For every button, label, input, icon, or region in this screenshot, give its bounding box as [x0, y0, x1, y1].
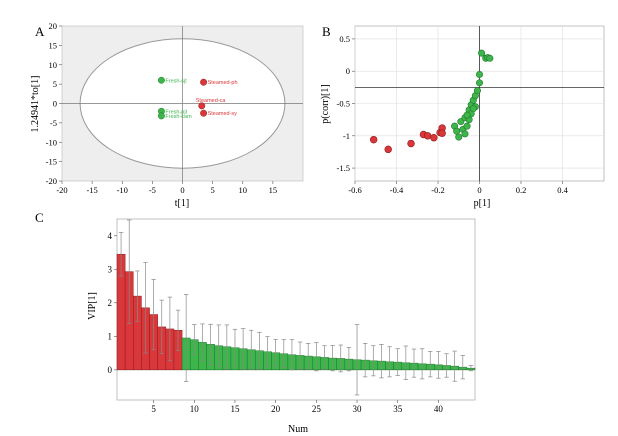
score-point-label: Fresh-pjt [165, 109, 187, 115]
y-tick-label: 0 [108, 365, 113, 375]
x-tick-label: -15 [86, 185, 97, 195]
loading-point-green [475, 70, 483, 78]
score-point [200, 78, 208, 86]
y-tick-label: -0.5 [337, 99, 350, 109]
loading-point-green [478, 49, 486, 57]
y-tick-label: -5 [50, 118, 57, 128]
y-tick-label: 0 [53, 99, 57, 109]
loading-point-green [486, 54, 494, 62]
y-tick-label: 10 [49, 60, 58, 70]
score-point-label: Fresh-sjt [165, 78, 187, 84]
y-tick-label: -10 [46, 137, 57, 147]
panel-b-x-axis-label: p[1] [474, 198, 491, 209]
panel-b-letter: B [322, 24, 331, 39]
panel-c-letter: C [35, 210, 44, 225]
x-tick-label: 35 [393, 404, 403, 414]
x-tick-label: -0.4 [390, 185, 404, 195]
x-tick-label: 5 [151, 404, 156, 414]
score-point [157, 76, 165, 84]
loading-point-green [461, 130, 469, 138]
y-tick-label: 4 [108, 231, 113, 241]
score-point-label: Fresh-cam [165, 114, 192, 120]
x-tick-label: 30 [353, 404, 363, 414]
x-tick-label: -10 [117, 185, 128, 195]
x-tick-label: 10 [190, 404, 200, 414]
loading-point-green [463, 111, 471, 119]
panel-a-x-axis-label: t[1] [175, 198, 189, 209]
y-tick-label: 3 [108, 264, 113, 274]
x-tick-label: 40 [434, 404, 444, 414]
y-tick-label: 15 [49, 40, 58, 50]
x-tick-label: 0.4 [557, 185, 568, 195]
y-tick-label: 2 [108, 298, 113, 308]
y-tick-label: 20 [49, 21, 58, 31]
y-tick-label: 1 [108, 331, 113, 341]
x-tick-label: -0.6 [348, 185, 361, 195]
y-tick-label: 0.5 [339, 34, 350, 44]
loading-point-green [473, 87, 481, 95]
loading-point-green [455, 133, 463, 141]
panel-b-loading-plot: -0.6 -0.4 -0.2 0 0.2 0.4 0.5 0 -0.5 -1 -1.5 p[1] p… [320, 25, 605, 209]
loading-point-green [463, 122, 471, 130]
loading-point-red [423, 132, 432, 140]
loading-point-red [430, 134, 438, 142]
score-point-label: Steamed-ph [208, 80, 238, 86]
y-tick-label: 0 [346, 66, 350, 76]
loading-point-green [453, 127, 461, 135]
score-point [200, 109, 208, 117]
x-tick-label: -5 [149, 185, 156, 195]
y-tick-label: -1.5 [337, 163, 350, 173]
score-point [157, 112, 165, 120]
loading-point-red [438, 129, 446, 137]
loading-point-green [469, 105, 477, 113]
loading-point-red [407, 139, 415, 148]
score-point [198, 102, 206, 110]
loading-point-red [384, 145, 392, 154]
x-tick-label: -0.2 [431, 185, 444, 195]
x-tick-label: 10 [239, 185, 248, 195]
panel-a-y-axis-label: 1.24941*to[1] [30, 76, 41, 133]
score-point-label: Steamed-ca [196, 98, 227, 104]
panel-c-plot-area [116, 218, 476, 401]
x-tick-label: -20 [56, 185, 67, 195]
x-tick-label: 0.2 [516, 185, 527, 195]
loading-point-green [475, 79, 483, 87]
y-tick-label: -1 [343, 131, 350, 141]
x-tick-label: 0 [180, 185, 184, 195]
score-point-label: Steamed-sy [208, 111, 238, 117]
x-tick-label: 0 [477, 185, 481, 195]
x-tick-label: 15 [269, 185, 278, 195]
y-tick-label: 5 [53, 79, 57, 89]
panel-c-vip-chart: 5 10 15 20 25 30 35 40 0 1 2 3 4 Num VIP[1] [87, 218, 476, 435]
panel-a-letter: A [35, 24, 45, 39]
y-tick-label: -20 [46, 176, 57, 186]
x-tick-label: 25 [312, 404, 322, 414]
x-tick-label: 20 [271, 404, 281, 414]
panel-c-x-axis-label: Num [288, 424, 308, 435]
y-tick-label: -15 [46, 157, 57, 167]
panel-c-y-axis-label: VIP[1] [87, 292, 98, 320]
panel-b-y-axis-label: p(corr)[1] [320, 84, 331, 123]
panel-a-score-plot: -20 -15 -10 -5 0 5 10 15 -20 -15 -10 -5 0 5 10 15 20 Fre… [30, 21, 304, 209]
loading-point-red [369, 135, 378, 144]
x-tick-label: 5 [211, 185, 215, 195]
x-tick-label: 15 [230, 404, 240, 414]
